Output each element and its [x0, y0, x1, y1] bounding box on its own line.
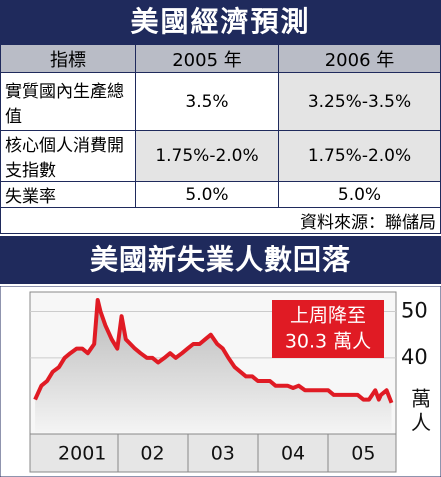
- header-cell: 2006 年: [278, 44, 441, 73]
- y-tick-label: 50: [401, 299, 428, 323]
- source: 資料來源：聯儲局: [0, 207, 441, 234]
- y-axis-label: 萬人: [408, 388, 432, 436]
- cell: 核心個人消費開支指數: [0, 130, 136, 182]
- line: [33, 298, 394, 404]
- cell: 3.5%: [135, 72, 279, 131]
- header-cell: 2005 年: [135, 44, 279, 73]
- x-tick-label: 02: [140, 443, 164, 465]
- cell: 實質國內生產總值: [0, 72, 136, 131]
- forecast-table: 指標 2005 年 2006 年 實質國內生產總值 3.5% 3.25%-3.5…: [0, 44, 441, 234]
- chart-title: 美國新失業人數回落: [0, 236, 441, 284]
- cell: 5.0%: [278, 181, 441, 208]
- x-tick-label: 05: [351, 443, 375, 465]
- x-tick-label: 03: [211, 443, 235, 465]
- table-title: 美國經濟預測: [0, 0, 441, 44]
- cell: 失業率: [0, 181, 136, 208]
- header-cell: 指標: [0, 44, 136, 73]
- x-axis-strip: [29, 433, 397, 473]
- cell: 1.75%-2.0%: [135, 130, 279, 182]
- annotation: 上周降至: [290, 305, 366, 327]
- annotation-box: [272, 300, 384, 358]
- cell: 3.25%-3.5%: [278, 72, 441, 131]
- cell: 1.75%-2.0%: [278, 130, 441, 182]
- annotation: 30.3 萬人: [285, 331, 371, 353]
- cell: 5.0%: [135, 181, 279, 208]
- y-tick-label: 40: [401, 345, 428, 369]
- x-tick-label: 2001: [58, 443, 106, 465]
- chart: 上周降至 30.3 萬人 萬人 40 50 2001 02 03 04 05: [0, 286, 441, 477]
- x-tick-label: 04: [281, 443, 305, 465]
